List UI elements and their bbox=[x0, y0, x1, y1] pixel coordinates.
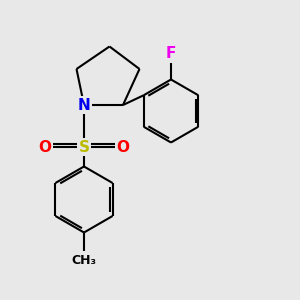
Text: O: O bbox=[116, 140, 130, 154]
Text: F: F bbox=[166, 46, 176, 61]
Text: CH₃: CH₃ bbox=[71, 254, 97, 268]
Text: O: O bbox=[38, 140, 52, 154]
Text: N: N bbox=[78, 98, 90, 112]
Text: S: S bbox=[79, 140, 89, 154]
